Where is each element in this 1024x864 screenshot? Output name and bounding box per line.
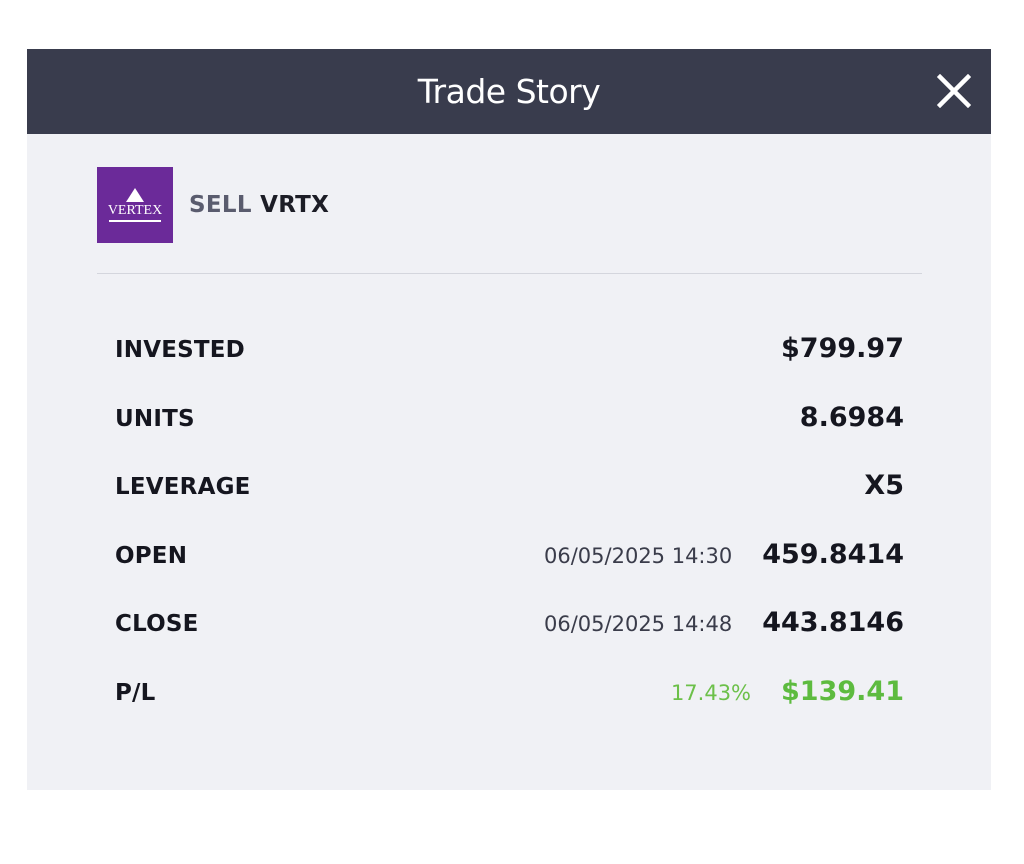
row-label: INVESTED (115, 337, 245, 363)
close-rate: 443.8146 (762, 607, 904, 639)
trade-story-modal: Trade Story VERTEX SELL VRTX INVESTED $7… (27, 49, 991, 790)
close-button[interactable] (937, 74, 971, 108)
pl-percent: 17.43% (670, 680, 752, 705)
row-label: CLOSE (115, 611, 199, 638)
open-rate: 459.8414 (762, 538, 904, 570)
trade-details: INVESTED $799.97 UNITS 8.6984 LEVERAGE X… (115, 333, 904, 745)
instrument-logo[interactable]: VERTEX (97, 167, 173, 243)
detail-row-close: CLOSE 06/05/2025 14:48 443.8146 (115, 607, 904, 676)
row-label: P/L (115, 679, 156, 706)
logo-triangle-icon (126, 188, 144, 202)
close-icon (937, 74, 971, 108)
modal-header: Trade Story (27, 49, 991, 134)
open-datetime: 06/05/2025 14:30 (544, 543, 733, 568)
trade-label: SELL VRTX (189, 192, 329, 218)
modal-title: Trade Story (417, 72, 601, 111)
pl-amount: $139.41 (781, 675, 904, 707)
instrument-header: VERTEX SELL VRTX (97, 167, 329, 243)
detail-row-leverage: LEVERAGE X5 (115, 470, 904, 539)
row-label: OPEN (115, 542, 188, 569)
trade-action: SELL (189, 192, 252, 218)
detail-row-open: OPEN 06/05/2025 14:30 459.8414 (115, 539, 904, 608)
logo-text: VERTEX (107, 203, 163, 218)
detail-row-pl: P/L 17.43% $139.41 (115, 676, 904, 745)
detail-row-invested: INVESTED $799.97 (115, 333, 904, 402)
detail-row-units: UNITS 8.6984 (115, 402, 904, 471)
invested-value: $799.97 (781, 333, 904, 364)
row-label: UNITS (115, 405, 195, 432)
close-datetime: 06/05/2025 14:48 (544, 612, 733, 637)
leverage-value: X5 (864, 470, 904, 502)
row-label: LEVERAGE (115, 474, 251, 501)
trade-symbol[interactable]: VRTX (260, 192, 330, 218)
units-value: 8.6984 (799, 401, 904, 433)
logo-underline (109, 220, 161, 222)
divider (97, 273, 922, 274)
